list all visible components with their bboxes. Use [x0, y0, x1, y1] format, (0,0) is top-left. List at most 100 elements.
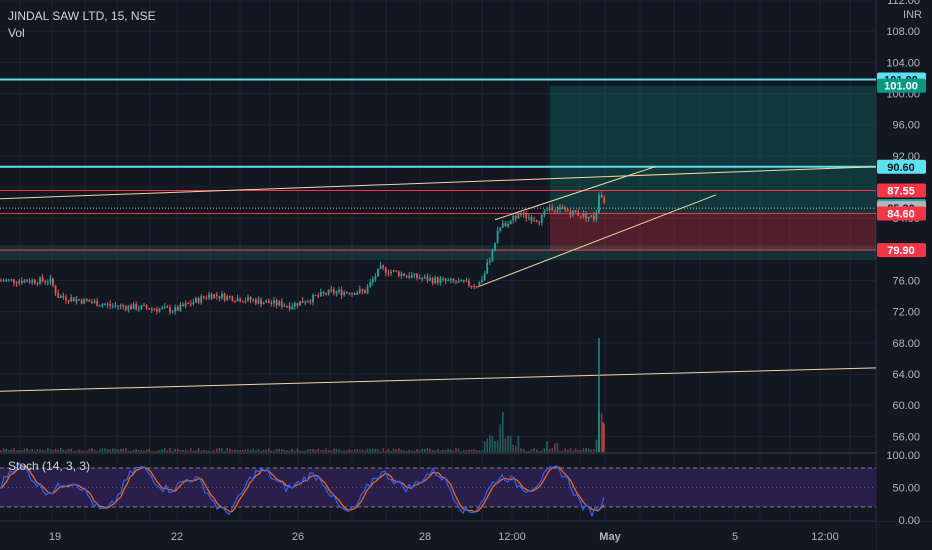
volume-bar: [351, 450, 353, 452]
candle-body: [145, 305, 148, 309]
candle-body: [566, 209, 569, 212]
volume-bar: [93, 449, 96, 452]
drawing-lines[interactable]: [0, 78, 877, 392]
candle-body: [106, 303, 109, 305]
volume-bar: [49, 449, 52, 452]
volume-bar: [528, 450, 530, 452]
candle-body: [546, 210, 548, 212]
candle-body: [88, 300, 91, 302]
support-band: [0, 245, 876, 261]
price-tag[interactable]: 79.90: [877, 243, 926, 258]
price-tick-label: 72.00: [892, 307, 920, 319]
candle-body: [468, 280, 470, 286]
volume-bar: [249, 450, 252, 452]
candle-body: [226, 296, 229, 300]
candle-body: [46, 282, 49, 284]
candle-body: [507, 224, 509, 227]
volume-bar: [135, 448, 137, 452]
volume-bar: [411, 450, 413, 452]
candle-body: [527, 216, 530, 218]
volume-bar: [236, 449, 239, 452]
candle-body: [130, 305, 132, 310]
candle-body: [52, 278, 54, 287]
candle-body: [309, 301, 312, 303]
candle-body: [117, 305, 119, 307]
volume-bar: [174, 448, 176, 452]
candle-body: [13, 279, 15, 283]
trend-line[interactable]: [0, 166, 877, 200]
volume-bar: [244, 449, 247, 452]
candle-body: [236, 298, 239, 302]
candle-body: [322, 292, 325, 294]
channel-lower[interactable]: [477, 194, 717, 288]
price-tag-label: 79.90: [887, 245, 915, 257]
volume-bar: [491, 435, 494, 452]
symbol-title[interactable]: JINDAL SAW LTD, 15, NSE: [8, 9, 156, 23]
volume-bar: [273, 450, 275, 452]
volume-bar: [450, 449, 452, 452]
volume-spike: [602, 422, 604, 452]
volume-bar: [104, 448, 106, 452]
candle-body: [522, 212, 525, 215]
volume-bar: [57, 449, 59, 452]
candle-body: [7, 279, 10, 281]
volume-bar: [569, 448, 572, 452]
volume-spike: [598, 338, 600, 452]
volume-bar: [164, 448, 166, 452]
price-tag[interactable]: 90.60: [877, 159, 926, 174]
volume-bar: [314, 450, 317, 452]
volume-bar: [229, 448, 231, 452]
candle-body: [358, 289, 361, 293]
price-tag[interactable]: 84.60: [877, 206, 926, 221]
volume-bar: [252, 448, 254, 452]
volume-bar: [554, 443, 556, 452]
volume-bar: [489, 435, 491, 452]
candle-body: [449, 278, 452, 281]
volume-bar: [41, 449, 44, 452]
price-tag[interactable]: 87.55: [877, 183, 926, 198]
candle-body: [371, 279, 374, 283]
volume-bar: [182, 449, 184, 452]
volume-bar: [132, 449, 135, 452]
candle-body: [335, 291, 338, 294]
volume-bar: [151, 450, 153, 452]
price-tag-bg: [877, 159, 926, 174]
price-tag-bg: [877, 206, 926, 221]
candle-body: [265, 300, 268, 303]
price-axis[interactable]: 112.00108.00104.00100.0096.0092.0088.008…: [877, 0, 932, 527]
price-tick-label: 96.00: [892, 120, 920, 132]
volume-bar: [408, 449, 410, 452]
volume-bar: [156, 450, 158, 452]
volume-bar: [603, 423, 605, 452]
time-axis[interactable]: 19 22 26 28 12:00 May 5 12:00: [0, 522, 876, 550]
volume-bar: [382, 448, 384, 452]
candle-body: [200, 296, 203, 303]
volume-bar: [86, 450, 88, 452]
candle-body: [28, 281, 31, 283]
volume-bar: [476, 450, 478, 452]
volume-bar: [463, 450, 465, 452]
volume-bar: [515, 446, 517, 452]
volume-bar: [223, 450, 226, 452]
volume-bar: [520, 448, 522, 452]
volume-bar: [548, 448, 551, 452]
volume-bar: [158, 450, 161, 452]
candle-body: [452, 278, 455, 282]
volume-bar: [210, 450, 213, 452]
channel-upper[interactable]: [494, 166, 656, 221]
volume-bar: [590, 449, 592, 452]
volume-bar: [0, 450, 2, 452]
volume-bar: [499, 424, 501, 452]
candle-body: [267, 300, 270, 303]
candle-body: [182, 304, 184, 307]
trend-line[interactable]: [0, 367, 877, 392]
price-tag[interactable]: 101.00: [877, 78, 926, 93]
time-tick-label: 19: [49, 531, 61, 543]
candle-body: [491, 250, 494, 261]
candle-body: [569, 211, 572, 216]
volume-bar: [216, 448, 218, 452]
volume-bar: [143, 450, 145, 452]
candle-body: [124, 306, 127, 310]
